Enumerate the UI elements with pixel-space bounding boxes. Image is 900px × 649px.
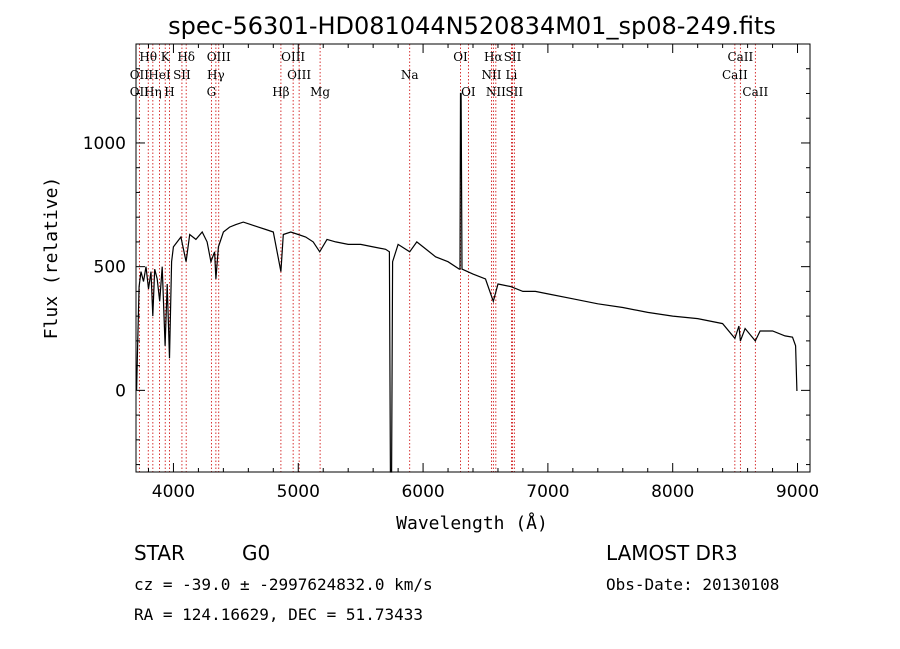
line-label: Hγ — [207, 68, 225, 82]
x-axis-label: Wavelength (Å) — [396, 512, 548, 534]
line-label: CaII — [722, 68, 748, 82]
line-label: CaII — [742, 85, 768, 99]
line-label: SII — [173, 68, 191, 82]
spectrum-line — [136, 92, 798, 473]
line-label: Hθ — [139, 50, 157, 64]
line-label: SII — [504, 50, 522, 64]
line-label: CaII — [727, 50, 753, 64]
x-tick-label: 8000 — [651, 482, 694, 502]
line-label: NII — [481, 68, 501, 82]
x-tick-label: 7000 — [526, 482, 569, 502]
line-label: G — [207, 85, 217, 99]
line-label: Hβ — [272, 85, 289, 99]
redshift-line: cz = -39.0 ± -2997624832.0 km/s — [134, 575, 433, 594]
line-label: Mg — [310, 85, 330, 99]
line-label: OIII — [207, 50, 231, 64]
line-label: OII — [130, 68, 150, 82]
object-class: STAR — [134, 541, 185, 565]
line-label: OIII — [287, 68, 311, 82]
line-label: Hα — [484, 50, 503, 64]
y-axis-label: Flux (relative) — [41, 177, 62, 340]
y-tick-label: 0 — [115, 381, 126, 401]
x-tick-label: 6000 — [401, 482, 444, 502]
x-tick-label: 5000 — [277, 482, 320, 502]
line-label: OIII — [281, 50, 305, 64]
x-tick-label: 9000 — [776, 482, 819, 502]
line-label: NII — [486, 85, 506, 99]
obs-date: Obs-Date: 20130108 — [606, 575, 779, 594]
survey-name: LAMOST DR3 — [606, 541, 738, 565]
line-label: OII — [130, 85, 150, 99]
line-label: Na — [401, 68, 419, 82]
line-label: K — [161, 50, 171, 64]
y-axis-ticks: 0 500 1000 — [83, 68, 810, 466]
coordinates: RA = 124.16629, DEC = 51.73433 — [134, 605, 423, 624]
line-label: HeI — [148, 68, 171, 82]
spectral-line-markers — [138, 44, 756, 472]
line-label: Li — [506, 68, 518, 82]
x-tick-label: 4000 — [152, 482, 195, 502]
line-label: Hδ — [177, 50, 195, 64]
line-label: Hη — [144, 85, 162, 99]
line-label: H — [164, 85, 174, 99]
y-tick-label: 1000 — [83, 134, 126, 154]
chart-title: spec-56301-HD081044N520834M01_sp08-249.f… — [168, 12, 776, 40]
y-tick-label: 500 — [94, 258, 126, 278]
subclass: G0 — [242, 541, 270, 565]
x-axis-ticks: 4000 5000 6000 7000 8000 9000 — [147, 44, 819, 502]
line-label: OI — [453, 50, 468, 64]
line-label: OI — [461, 85, 476, 99]
plot-frame — [135, 43, 811, 473]
line-label: SII — [505, 85, 523, 99]
